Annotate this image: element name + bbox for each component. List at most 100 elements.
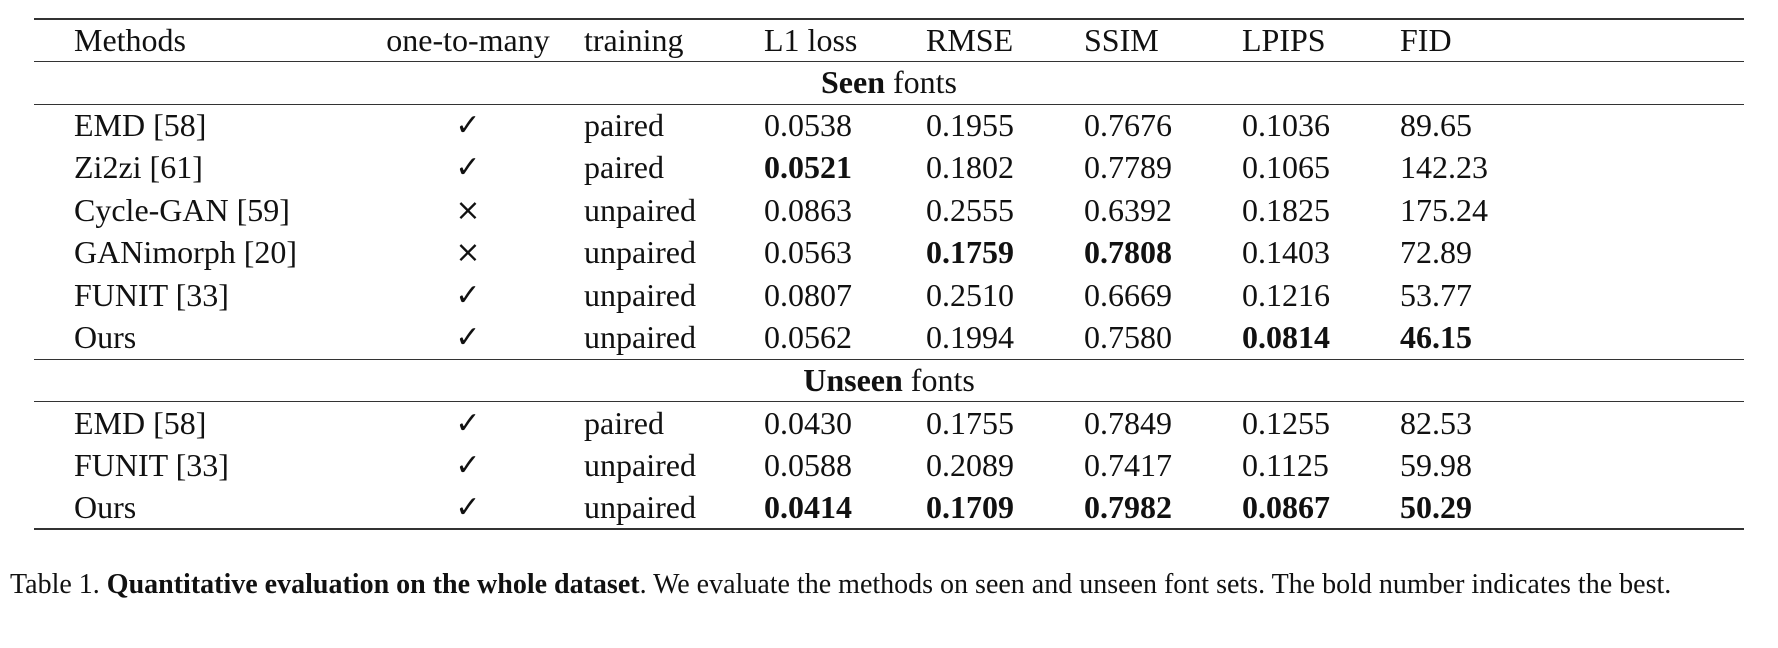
cell-training: unpaired xyxy=(584,446,696,483)
section-header-unseen: Unseen fonts xyxy=(34,358,1744,402)
cell-training: paired xyxy=(584,404,664,441)
section-title-bold: Seen xyxy=(821,64,885,101)
cell-one-to-many: × xyxy=(455,192,481,228)
cell-one-to-many: × xyxy=(455,235,481,271)
cell-fid: 72.89 xyxy=(1400,234,1472,271)
cell-ssim: 0.7982 xyxy=(1084,486,1242,530)
header-fid: FID xyxy=(1400,18,1744,62)
cell-ssim: 0.7808 xyxy=(1084,234,1172,271)
cell-training: unpaired xyxy=(584,276,696,313)
cell-lpips: 0.0814 xyxy=(1242,319,1330,355)
header-methods: Methods xyxy=(34,18,352,62)
cell-ssim: 0.7417 xyxy=(1084,446,1172,483)
cell-fid: 50.29 xyxy=(1400,486,1744,530)
header-ssim: SSIM xyxy=(1084,18,1242,62)
cell-training: paired xyxy=(584,149,664,186)
cell-lpips: 0.1065 xyxy=(1242,149,1330,186)
table-row: FUNIT [33] ✓ unpaired 0.0588 0.2089 0.74… xyxy=(34,444,1744,487)
header-l1-loss: L1 loss xyxy=(764,18,926,62)
section-title-unseen: Unseen fonts xyxy=(34,358,1744,402)
cell-lpips: 0.1825 xyxy=(1242,191,1330,228)
cell-lpips: 0.1255 xyxy=(1242,404,1330,441)
cell-lpips: 0.1125 xyxy=(1242,446,1329,483)
cell-method: EMD [58] xyxy=(74,107,207,143)
cell-one-to-many: ✓ xyxy=(455,405,481,441)
cell-rmse: 0.1709 xyxy=(926,486,1084,530)
cell-rmse: 0.2510 xyxy=(926,276,1014,313)
cell-method: Zi2zi [61] xyxy=(74,149,203,186)
table-row: Ours ✓ unpaired 0.0414 0.1709 0.7982 0.0… xyxy=(34,486,1744,530)
cell-training: paired xyxy=(584,107,664,143)
cell-l1: 0.0562 xyxy=(764,319,852,355)
table-row: EMD [58] ✓ paired 0.0430 0.1755 0.7849 0… xyxy=(34,402,1744,445)
cell-method: Ours xyxy=(74,319,137,355)
cell-ssim: 0.6392 xyxy=(1084,191,1172,228)
cell-one-to-many: ✓ xyxy=(455,320,481,355)
caption-bold-title: Quantitative evaluation on the whole dat… xyxy=(106,569,640,600)
cell-fid: 175.24 xyxy=(1400,191,1488,228)
table-row: GANimorph [20] × unpaired 0.0563 0.1759 … xyxy=(34,232,1744,275)
cell-rmse: 0.1955 xyxy=(926,107,1014,143)
cell-lpips: 0.1216 xyxy=(1242,276,1330,313)
cell-training: unpaired xyxy=(584,319,696,355)
caption-text: . We evaluate the methods on seen and un… xyxy=(639,569,1672,600)
table-row: Zi2zi [61] ✓ paired 0.0521 0.1802 0.7789… xyxy=(34,147,1744,190)
cell-rmse: 0.1802 xyxy=(926,149,1014,186)
cell-rmse: 0.1994 xyxy=(926,319,1014,355)
cell-rmse: 0.2089 xyxy=(926,446,1014,483)
table-header-row: Methods one-to-many training L1 loss RMS… xyxy=(34,18,1744,62)
cell-l1: 0.0863 xyxy=(764,191,852,228)
cell-rmse: 0.2555 xyxy=(926,191,1014,228)
cell-ssim: 0.7789 xyxy=(1084,149,1172,186)
cell-ssim: 0.7676 xyxy=(1084,107,1172,143)
header-training: training xyxy=(584,18,764,62)
cell-method: GANimorph [20] xyxy=(74,234,298,271)
table-row: Cycle-GAN [59] × unpaired 0.0863 0.2555 … xyxy=(34,189,1744,232)
section-title-bold: Unseen xyxy=(803,361,903,398)
cell-l1: 0.0588 xyxy=(764,446,852,483)
section-title-rest: fonts xyxy=(902,361,975,398)
cell-one-to-many: ✓ xyxy=(455,447,481,483)
caption-label: Table 1. xyxy=(10,569,107,600)
cell-method: EMD [58] xyxy=(74,404,207,441)
cell-lpips: 0.1036 xyxy=(1242,107,1330,143)
cell-l1: 0.0414 xyxy=(764,486,926,530)
cell-method: FUNIT [33] xyxy=(74,276,229,313)
cell-l1: 0.0521 xyxy=(764,149,852,186)
cell-fid: 89.65 xyxy=(1400,107,1472,143)
cell-fid: 82.53 xyxy=(1400,404,1472,441)
cell-ssim: 0.7849 xyxy=(1084,404,1172,441)
cell-method: FUNIT [33] xyxy=(74,446,229,483)
cell-fid: 142.23 xyxy=(1400,149,1488,186)
table-row: Ours ✓ unpaired 0.0562 0.1994 0.7580 0.0… xyxy=(34,317,1744,360)
section-header-seen: Seen fonts xyxy=(34,61,1744,105)
cell-lpips: 0.1403 xyxy=(1242,234,1330,271)
header-one-to-many: one-to-many xyxy=(352,18,584,62)
cell-method: Cycle-GAN [59] xyxy=(74,191,290,228)
cell-ssim: 0.7580 xyxy=(1084,319,1172,355)
results-table: Methods one-to-many training L1 loss RMS… xyxy=(34,18,1744,530)
cell-rmse: 0.1759 xyxy=(926,234,1014,271)
section-title-seen: Seen fonts xyxy=(34,61,1744,105)
cell-training: unpaired xyxy=(584,191,696,228)
cell-fid: 46.15 xyxy=(1400,319,1472,355)
cell-one-to-many: ✓ xyxy=(455,277,481,313)
cell-l1: 0.0563 xyxy=(764,234,852,271)
cell-one-to-many: ✓ xyxy=(352,486,584,530)
table-row: EMD [58] ✓ paired 0.0538 0.1955 0.7676 0… xyxy=(34,104,1744,147)
cell-l1: 0.0538 xyxy=(764,107,852,143)
table-row: FUNIT [33] ✓ unpaired 0.0807 0.2510 0.66… xyxy=(34,274,1744,317)
cell-training: unpaired xyxy=(584,234,696,271)
cell-rmse: 0.1755 xyxy=(926,404,1014,441)
cell-training: unpaired xyxy=(584,486,764,530)
cell-fid: 53.77 xyxy=(1400,276,1472,313)
cell-fid: 59.98 xyxy=(1400,446,1472,483)
header-rmse: RMSE xyxy=(926,18,1084,62)
cell-one-to-many: ✓ xyxy=(455,150,481,186)
cell-l1: 0.0807 xyxy=(764,276,852,313)
results-table-container: Methods one-to-many training L1 loss RMS… xyxy=(34,18,1744,530)
cell-one-to-many: ✓ xyxy=(455,108,481,143)
table-caption: Table 1. Quantitative evaluation on the … xyxy=(10,566,1765,603)
cell-method: Ours xyxy=(34,486,352,530)
section-title-rest: fonts xyxy=(885,64,957,101)
